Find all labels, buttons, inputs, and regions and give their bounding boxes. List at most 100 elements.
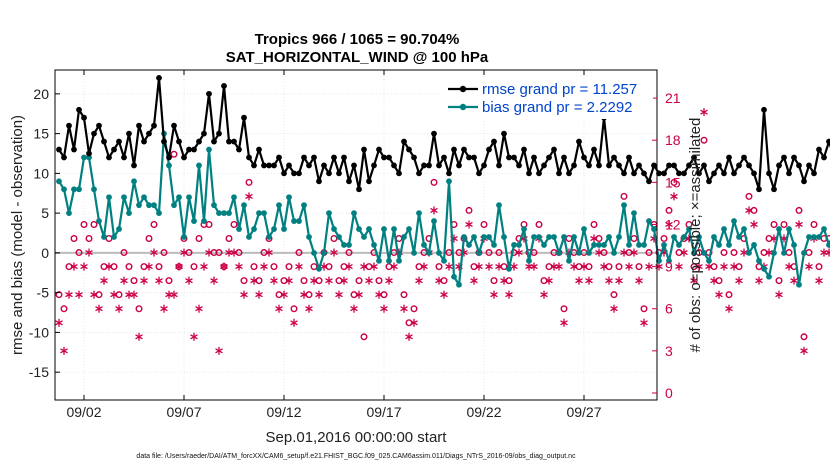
obs-assimilated-point	[210, 276, 218, 285]
bias-point	[456, 281, 462, 288]
bias-point	[701, 249, 707, 256]
bias-point	[681, 234, 687, 240]
obs-assimilated-point	[175, 262, 183, 271]
bias-point	[206, 146, 212, 153]
bias-point	[516, 242, 522, 248]
obs-assimilated-point	[710, 276, 718, 285]
rmse-point	[756, 186, 762, 193]
obs-possible-point	[505, 277, 513, 285]
obs-assimilated-point	[525, 262, 533, 271]
obs-possible-point	[145, 235, 153, 243]
bias-point	[706, 257, 712, 264]
obs-assimilated-point	[245, 192, 253, 201]
x-tick-label: 09/17	[366, 404, 401, 420]
bias-point	[786, 226, 792, 232]
obs-possible-point	[130, 277, 138, 285]
rmse-point	[536, 170, 542, 177]
rmse-point	[341, 154, 347, 161]
obs-assimilated-point	[100, 276, 108, 285]
bias-point	[506, 265, 512, 272]
obs-assimilated-point	[585, 276, 593, 285]
obs-possible-point	[295, 249, 303, 257]
rmse-point	[516, 162, 522, 169]
obs-assimilated-point	[595, 248, 603, 257]
obs-possible-point	[160, 249, 168, 257]
obs-assimilated-point	[200, 262, 208, 271]
obs-assimilated-point	[290, 318, 298, 327]
obs-possible-point	[785, 249, 793, 257]
bias-point	[356, 226, 362, 232]
obs-possible-point	[745, 192, 753, 200]
rmse-point	[116, 138, 122, 145]
obs-possible-point	[115, 291, 123, 299]
obs-assimilated-point	[305, 304, 313, 313]
rmse-point	[636, 162, 642, 169]
obs-assimilated-point	[790, 276, 798, 285]
legend-background	[444, 77, 653, 119]
obs-assimilated-point	[295, 262, 303, 271]
obs-possible-point	[205, 220, 213, 228]
obs-possible-point	[315, 277, 323, 285]
obs-assimilated-point	[730, 262, 738, 271]
obs-assimilated-point	[505, 290, 513, 299]
obs-assimilated-point	[680, 248, 688, 257]
rmse-point	[706, 178, 712, 185]
bias-point	[251, 226, 257, 232]
bias-point	[566, 257, 572, 264]
bias-point	[691, 249, 697, 256]
rmse-point	[196, 138, 202, 145]
obs-assimilated-point	[95, 304, 103, 313]
bias-point	[716, 242, 722, 248]
bias-point	[671, 234, 677, 240]
bias-point	[826, 242, 830, 248]
bias-point	[391, 226, 397, 232]
rmse-point	[611, 154, 617, 161]
rmse-point	[441, 154, 447, 161]
obs-assimilated-point	[430, 206, 438, 215]
rmse-point	[371, 162, 377, 169]
rmse-point	[171, 122, 177, 129]
bias-point	[331, 226, 337, 232]
obs-assimilated-point	[285, 276, 293, 285]
obs-assimilated-point	[90, 290, 98, 299]
bias-point	[96, 218, 102, 224]
obs-assimilated-point	[130, 290, 138, 299]
bias-point	[296, 218, 302, 224]
obs-assimilated-point	[205, 248, 213, 257]
bias-point	[191, 218, 197, 224]
obs-assimilated-point	[445, 262, 453, 271]
obs-possible-point	[535, 220, 543, 228]
obs-assimilated-point	[370, 262, 378, 271]
obs-assimilated-point	[170, 290, 178, 299]
obs-assimilated-point	[115, 304, 123, 313]
bias-point	[576, 249, 582, 256]
bias-point	[641, 242, 647, 248]
legend-label-bias: bias grand pr = 2.2292	[482, 99, 633, 116]
obs-assimilated-point	[345, 262, 353, 271]
obs-possible-point	[310, 263, 318, 271]
obs-possible-point	[270, 263, 278, 271]
bias-point	[381, 226, 387, 232]
x-tick-label: 09/27	[566, 404, 601, 420]
y-tick-label: 0	[41, 245, 49, 261]
obs-assimilated-point	[605, 276, 613, 285]
x-tick-label: 09/12	[266, 404, 301, 420]
obs-possible-point	[810, 220, 818, 228]
obs-assimilated-point	[490, 290, 498, 299]
rmse-point	[711, 170, 717, 177]
rmse-point	[236, 146, 242, 153]
rmse-point	[226, 138, 232, 145]
obs-assimilated-point	[340, 276, 348, 285]
obs-assimilated-point	[405, 332, 413, 341]
obs-assimilated-point	[180, 248, 188, 257]
obs-possible-point	[140, 263, 148, 271]
rmse-point	[766, 170, 772, 177]
bias-series	[56, 130, 830, 288]
bias-point	[761, 265, 767, 272]
rmse-point	[121, 154, 127, 161]
bias-point	[231, 194, 237, 201]
y-tick-label: -5	[37, 285, 50, 301]
obs-possible-point	[380, 291, 388, 299]
bias-point	[781, 249, 787, 256]
obs-possible-point	[290, 305, 298, 313]
